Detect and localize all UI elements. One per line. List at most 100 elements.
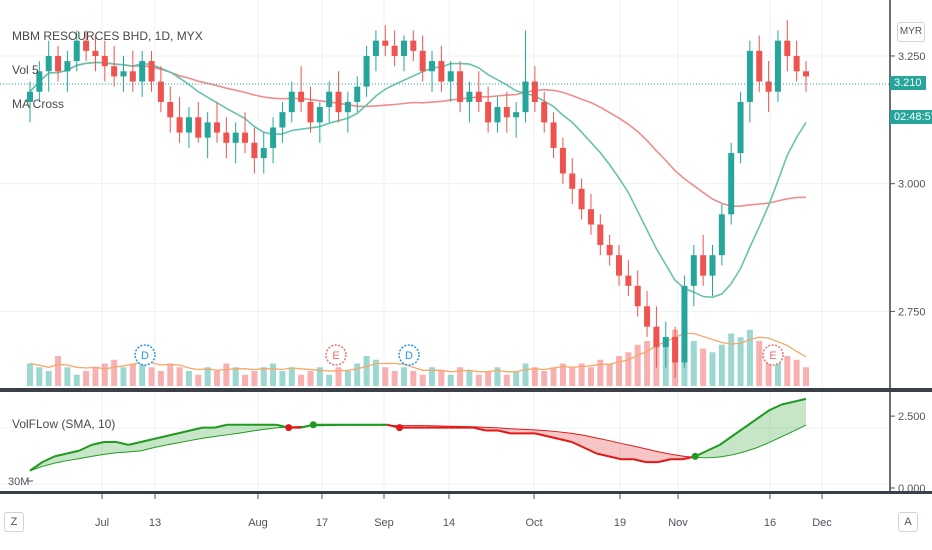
flow-sma-line — [793, 424, 807, 432]
candle-body — [45, 55, 52, 72]
volume-bar — [690, 341, 697, 386]
time-tick-label: Oct — [525, 517, 542, 529]
indicator-scale-label: 30M — [8, 476, 29, 488]
flow-line — [657, 458, 671, 464]
time-tick-label: Sep — [374, 517, 394, 529]
flow-sma-line — [621, 442, 634, 447]
candle-body — [36, 71, 43, 92]
candle-body — [176, 117, 183, 133]
volume-bar — [279, 371, 286, 386]
event-marker — [134, 344, 156, 366]
flow-sma-line — [719, 454, 733, 458]
currency-button[interactable]: MYR — [897, 22, 925, 42]
flow-sma-line — [29, 465, 43, 472]
candle-body — [363, 55, 370, 87]
volume-bar — [700, 348, 707, 386]
flow-line — [559, 438, 573, 443]
candle-body — [167, 101, 174, 118]
event-marker — [325, 344, 347, 366]
candle-body — [765, 81, 772, 92]
candle-body — [382, 40, 389, 46]
auto-scale-button[interactable]: A — [898, 512, 918, 532]
volume-bar — [728, 333, 735, 386]
flow-sma-line — [202, 436, 215, 439]
candle-body — [372, 40, 379, 56]
volume-bar — [176, 367, 183, 386]
volume-bar — [793, 359, 800, 386]
flow-sma-line — [485, 426, 499, 429]
flow-sma-line — [584, 434, 597, 439]
candle-body — [466, 91, 473, 102]
volume-bar — [335, 367, 342, 386]
zoom-reset-button[interactable]: Z — [4, 512, 24, 532]
volume-bar — [326, 374, 333, 386]
flow-fill — [719, 436, 733, 457]
flow-fill — [227, 424, 240, 435]
candle-body — [616, 255, 623, 276]
flow-line — [91, 441, 105, 446]
candle-body — [793, 55, 800, 72]
candle-body — [120, 71, 127, 77]
volume-bar — [316, 367, 323, 386]
volume-bar — [73, 374, 80, 386]
flow-fill — [202, 427, 215, 439]
volume-bar — [578, 363, 585, 386]
candle-body — [288, 91, 295, 113]
volume-bar — [429, 367, 436, 386]
candle-body — [718, 214, 725, 256]
flow-line — [473, 426, 486, 432]
candle-body — [606, 244, 613, 256]
ma-fast-line — [29, 61, 807, 299]
volume-bar — [644, 341, 651, 386]
flow-fill — [781, 401, 794, 437]
volume-bar — [120, 367, 127, 386]
flow-line — [547, 435, 560, 441]
candle-body — [653, 326, 660, 348]
flow-fill — [707, 444, 720, 458]
candle-body — [298, 91, 305, 102]
candle-body — [73, 40, 80, 62]
flow-fill — [190, 427, 203, 441]
indicator-tick-label: 0.000 — [898, 483, 926, 495]
flow-sma-line — [66, 458, 80, 462]
time-tick-label: Aug — [248, 517, 268, 529]
price-tick-label: 3.000 — [898, 179, 926, 191]
flow-line — [756, 409, 770, 420]
flow-fill — [793, 398, 806, 432]
flow-fill — [769, 404, 782, 443]
candle-body — [410, 40, 417, 51]
volume-ma-line — [29, 332, 807, 373]
event-marker-label: E — [769, 350, 776, 362]
candle-body — [578, 188, 585, 210]
flow-sma-line — [768, 436, 782, 444]
volume-bar — [232, 367, 239, 386]
candle-body — [204, 122, 211, 138]
flow-fill — [239, 424, 252, 434]
flow-sma-line — [559, 431, 573, 434]
candle-body — [429, 61, 436, 72]
candle-body — [522, 81, 529, 113]
candle-body — [531, 81, 538, 102]
volume-bar — [167, 363, 174, 386]
flow-sma-line — [547, 430, 560, 433]
flow-sma-line — [498, 427, 511, 430]
volume-bar — [204, 367, 211, 386]
volume-bar — [485, 371, 492, 386]
flow-line — [128, 441, 142, 446]
price-tick-label: 3.250 — [898, 51, 926, 63]
flow-fill — [103, 442, 117, 455]
volume-bar — [139, 356, 146, 386]
volume-bar — [157, 371, 164, 386]
panel-divider[interactable] — [0, 388, 932, 392]
flow-sma-line — [165, 442, 178, 446]
volume-bar — [83, 371, 90, 386]
volume-bar — [550, 367, 557, 386]
flow-cross-dot — [396, 424, 404, 432]
flow-line — [497, 429, 511, 435]
flow-sma-line — [473, 426, 486, 428]
last-price-tag: 3.210 — [890, 76, 926, 90]
flow-sma-line — [756, 442, 770, 449]
candle-body — [344, 101, 351, 113]
